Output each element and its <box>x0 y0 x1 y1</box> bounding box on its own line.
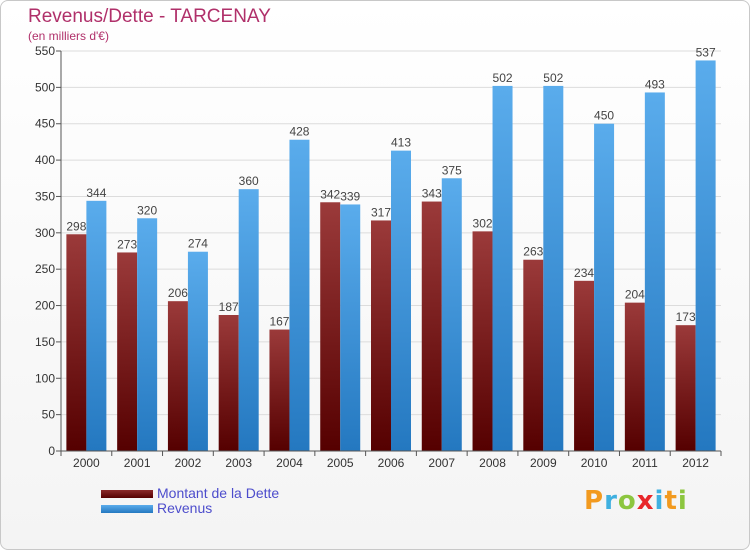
legend-label-revenus: Revenus <box>157 500 213 516</box>
data-label-revenus: 428 <box>289 125 309 139</box>
bar-dette <box>218 315 239 451</box>
data-label-dette: 167 <box>269 315 289 329</box>
legend-swatch-revenus <box>101 505 153 513</box>
data-label-revenus: 413 <box>391 136 411 150</box>
logo-letter: i <box>654 486 665 516</box>
data-label-revenus: 339 <box>340 189 360 203</box>
x-tick-label: 2003 <box>225 456 252 470</box>
y-tick-label: 100 <box>35 371 55 385</box>
logo-letter: r <box>604 486 618 516</box>
bar-dette <box>624 302 645 451</box>
y-tick-label: 50 <box>42 408 56 422</box>
x-tick-label: 2004 <box>276 456 303 470</box>
logo-letter: P <box>584 486 605 516</box>
y-tick-label: 250 <box>35 262 55 276</box>
y-tick-label: 300 <box>35 226 55 240</box>
labels-layer: 298 344 273 320 206 274 187 360 167 428 342 339 317 4… <box>66 45 716 328</box>
chart-title: Revenus/Dette - TARCENAY <box>28 6 271 27</box>
y-tick-label: 150 <box>35 335 55 349</box>
y-tick-label: 450 <box>35 117 55 131</box>
data-label-revenus: 320 <box>137 203 157 217</box>
bar-revenus <box>289 139 310 451</box>
logo-letter: x <box>636 486 655 516</box>
data-label-dette: 187 <box>219 300 239 314</box>
x-tick-label: 2000 <box>73 456 100 470</box>
axis-layer: 0 50 100 150 200 250 300 350 400 450 500 550 2000 200… <box>35 44 722 470</box>
bar-revenus <box>644 92 665 452</box>
bar-revenus <box>543 85 564 451</box>
x-tick-label: 2008 <box>479 456 506 470</box>
x-tick-label: 2011 <box>632 456 658 470</box>
bar-dette <box>320 202 341 451</box>
data-label-dette: 204 <box>625 288 645 302</box>
x-tick-label: 2002 <box>175 456 202 470</box>
data-label-dette: 302 <box>473 216 493 230</box>
bars-layer <box>66 60 716 452</box>
data-label-dette: 263 <box>523 245 543 259</box>
data-label-revenus: 360 <box>239 174 259 188</box>
bar-dette <box>675 325 696 451</box>
y-tick-label: 550 <box>35 44 55 58</box>
bar-revenus <box>391 150 411 452</box>
data-label-revenus: 502 <box>493 71 513 85</box>
y-tick-label: 400 <box>35 153 55 167</box>
bar-revenus <box>187 251 208 451</box>
bar-revenus <box>594 123 615 452</box>
bar-revenus <box>86 200 107 451</box>
bar-revenus <box>695 60 716 452</box>
y-tick-label: 200 <box>35 299 55 313</box>
bar-dette <box>66 234 87 451</box>
y-tick-label: 500 <box>35 80 55 94</box>
logo-letter: t <box>664 486 678 516</box>
x-tick-label: 2006 <box>378 456 405 470</box>
data-label-revenus: 493 <box>645 77 665 91</box>
chart-subtitle: (en milliers d'€) <box>28 29 109 43</box>
logo-letter: i <box>677 486 688 516</box>
y-tick-label: 350 <box>35 189 55 203</box>
bar-revenus <box>340 204 361 451</box>
x-tick-label: 2001 <box>124 456 151 470</box>
bar-revenus <box>441 178 462 452</box>
data-label-dette: 173 <box>676 310 696 324</box>
data-label-dette: 343 <box>422 187 442 201</box>
legend-label-debt: Montant de la Dette <box>157 485 280 501</box>
bar-dette <box>269 329 290 451</box>
data-label-dette: 273 <box>117 237 137 251</box>
bar-revenus <box>492 85 513 451</box>
data-label-dette: 342 <box>320 187 340 201</box>
data-label-dette: 298 <box>66 219 86 233</box>
bar-dette <box>117 252 138 451</box>
bar-revenus <box>238 189 259 451</box>
y-tick-label: 0 <box>48 444 55 458</box>
x-tick-label: 2007 <box>428 456 455 470</box>
x-tick-label: 2005 <box>327 456 354 470</box>
x-tick-label: 2010 <box>581 456 608 470</box>
data-label-revenus: 537 <box>696 45 716 59</box>
data-label-revenus: 344 <box>86 186 106 200</box>
bar-dette <box>472 231 493 451</box>
data-label-revenus: 274 <box>188 237 208 251</box>
data-label-dette: 206 <box>168 286 188 300</box>
bar-revenus <box>137 218 158 451</box>
bar-dette <box>574 280 595 451</box>
logo-letter: o <box>617 486 637 516</box>
bar-dette <box>421 201 442 451</box>
bar-dette <box>167 301 188 451</box>
data-label-dette: 234 <box>574 266 594 280</box>
legend-swatch-debt <box>101 490 153 498</box>
proxiti-logo: Proxiti <box>584 486 688 516</box>
data-label-revenus: 450 <box>594 109 614 123</box>
data-label-dette: 317 <box>371 205 391 219</box>
x-tick-label: 2012 <box>682 456 709 470</box>
data-label-revenus: 375 <box>442 163 462 177</box>
x-tick-label: 2009 <box>530 456 557 470</box>
bar-dette <box>523 259 544 451</box>
bar-dette <box>371 220 391 451</box>
data-label-revenus: 502 <box>543 71 563 85</box>
